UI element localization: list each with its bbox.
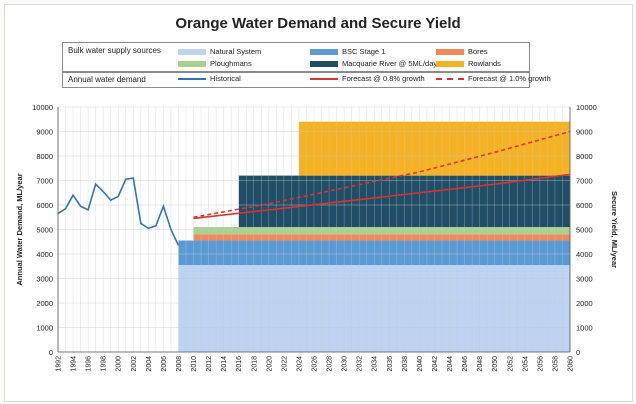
x-tick-label: 2036 — [387, 356, 394, 372]
legend-label: Natural System — [210, 47, 262, 56]
y-tick-label: 7000 — [36, 177, 53, 186]
y2-tick-label: 1000 — [576, 324, 593, 333]
legend-swatch — [178, 61, 206, 67]
x-tick-label: 2016 — [236, 356, 243, 372]
y-tick-label: 2000 — [36, 299, 53, 308]
y2-tick-label: 3000 — [576, 275, 593, 284]
chart-title: Orange Water Demand and Secure Yield — [175, 15, 461, 32]
x-tick-label: 2012 — [206, 356, 213, 372]
x-tick-label: 2002 — [131, 356, 138, 372]
x-tick-label: 2038 — [402, 356, 409, 372]
x-tick-label: 2032 — [357, 356, 364, 372]
x-tick-label: 2048 — [477, 356, 484, 372]
x-tick-label: 2006 — [161, 356, 168, 372]
y-tick-label: 10000 — [32, 103, 53, 112]
y-tick-label: 9000 — [36, 128, 53, 137]
series-line-3 — [193, 130, 571, 219]
legend-label: Forecast @ 0.8% growth — [342, 74, 425, 83]
legend-label: Forecast @ 1.0% growth — [468, 74, 551, 83]
legend-label: BSC Stage 1 — [342, 47, 386, 56]
legend-swatch — [436, 49, 464, 55]
legend-demand-box — [62, 72, 530, 88]
y2-tick-label: 4000 — [576, 250, 593, 259]
legend-label: Bores — [468, 47, 488, 56]
x-tick-label: 1996 — [86, 356, 93, 372]
legend-swatch — [436, 61, 464, 67]
x-tick-label: 2054 — [522, 356, 529, 372]
x-tick-label: 1998 — [101, 356, 108, 372]
x-tick-label: 2060 — [568, 356, 575, 372]
x-tick-label: 2000 — [116, 356, 123, 372]
y-tick-label: 1000 — [36, 324, 53, 333]
y-tick-label: 6000 — [36, 201, 53, 210]
y-tick-label: 4000 — [36, 250, 53, 259]
y-tick-label: 3000 — [36, 275, 53, 284]
legend-demand-header: Annual water demand — [68, 75, 146, 84]
x-tick-label: 2010 — [191, 356, 198, 372]
y2-tick-label: 8000 — [576, 152, 593, 161]
x-tick-label: 2058 — [552, 356, 559, 372]
y-tick-label: 0 — [49, 348, 53, 357]
x-tick-label: 2020 — [266, 356, 273, 372]
x-tick-label: 2056 — [537, 356, 544, 372]
legend-supply-header: Bulk water supply sources — [68, 46, 161, 55]
x-tick-label: 1994 — [71, 356, 78, 372]
series-line-1 — [57, 177, 180, 246]
legend-line — [310, 78, 338, 80]
legend-label: Ploughmans — [210, 59, 252, 68]
x-tick-label: 2018 — [251, 356, 258, 372]
y-axis-title: Annual Water Demand, ML/year — [15, 173, 24, 285]
x-tick-label: 2052 — [507, 356, 514, 372]
x-tick-label: 2014 — [221, 356, 228, 372]
legend-line — [178, 78, 206, 80]
x-tick-label: 2042 — [432, 356, 439, 372]
legend-swatch — [310, 61, 338, 67]
x-tick-label: 2024 — [296, 356, 303, 372]
y2-tick-label: 7000 — [576, 177, 593, 186]
legend-label: Historical — [210, 74, 241, 83]
y2-tick-label: 2000 — [576, 299, 593, 308]
y2-tick-label: 6000 — [576, 201, 593, 210]
legend-line — [436, 78, 464, 80]
legend-label: Rowlands — [468, 59, 501, 68]
x-tick-label: 2008 — [176, 356, 183, 372]
series-line-2 — [193, 173, 571, 220]
x-tick-label: 1992 — [56, 356, 63, 372]
y-tick-label: 8000 — [36, 152, 53, 161]
y2-tick-label: 10000 — [576, 103, 597, 112]
x-tick-label: 2026 — [312, 356, 319, 372]
x-tick-label: 2040 — [417, 356, 424, 372]
x-tick-label: 2030 — [342, 356, 349, 372]
x-tick-label: 2044 — [447, 356, 454, 372]
x-tick-label: 2028 — [327, 356, 334, 372]
y-tick-label: 5000 — [36, 226, 53, 235]
y2-axis-title: Secure Yield, ML/year — [610, 191, 619, 268]
legend-swatch — [310, 49, 338, 55]
legend-label: Macquarie River @ 5ML/day — [342, 59, 438, 68]
y2-tick-label: 5000 — [576, 226, 593, 235]
legend-swatch — [178, 49, 206, 55]
legend-supply-box — [62, 42, 530, 72]
y2-tick-label: 0 — [576, 348, 580, 357]
x-tick-label: 2034 — [372, 356, 379, 372]
x-tick-label: 2046 — [462, 356, 469, 372]
x-tick-label: 2004 — [146, 356, 153, 372]
x-tick-label: 2050 — [492, 356, 499, 372]
x-tick-label: 2022 — [281, 356, 288, 372]
y2-tick-label: 9000 — [576, 128, 593, 137]
